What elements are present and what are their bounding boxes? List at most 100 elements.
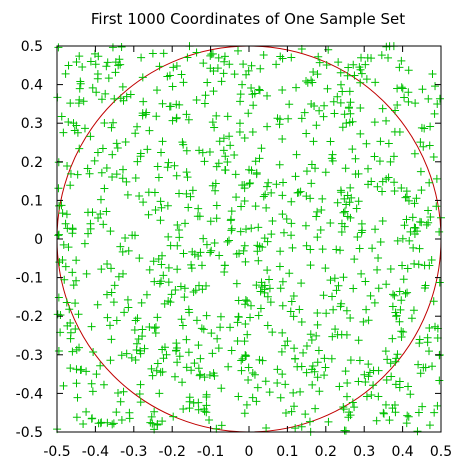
data-point — [357, 228, 366, 237]
data-point — [433, 333, 442, 342]
data-point — [169, 63, 178, 72]
y-tick-label: 0.1 — [21, 193, 43, 209]
data-point — [264, 178, 273, 187]
x-tick-label: 0 — [245, 444, 254, 460]
data-point — [101, 89, 110, 98]
data-point — [240, 181, 249, 190]
x-tick-label: 0.3 — [353, 444, 375, 460]
data-point — [255, 355, 264, 364]
data-point — [82, 407, 91, 416]
data-point — [63, 162, 72, 171]
data-point — [66, 169, 75, 178]
data-point — [308, 380, 317, 389]
data-point — [165, 71, 174, 80]
data-point — [367, 390, 376, 399]
data-point — [402, 187, 411, 196]
data-point — [387, 372, 396, 381]
data-point — [247, 301, 256, 310]
data-point — [435, 278, 444, 287]
data-point — [355, 356, 364, 365]
data-point — [236, 90, 245, 99]
data-point — [147, 364, 156, 373]
data-point — [75, 84, 84, 93]
data-point — [374, 392, 383, 401]
data-point — [346, 109, 355, 118]
data-point — [273, 379, 282, 388]
data-point — [89, 348, 98, 357]
y-tick-label: 0.5 — [21, 39, 43, 55]
data-point — [289, 388, 298, 397]
data-point — [66, 364, 75, 373]
data-point — [319, 291, 328, 300]
data-point — [251, 202, 260, 211]
data-point — [207, 246, 216, 255]
data-point — [195, 371, 204, 380]
data-point — [82, 269, 91, 278]
data-point — [416, 369, 425, 378]
data-point — [164, 232, 173, 241]
data-point — [391, 106, 400, 115]
data-point — [348, 398, 357, 407]
data-point — [233, 337, 242, 346]
data-point — [362, 392, 371, 401]
data-point — [224, 362, 233, 371]
data-point — [112, 170, 121, 179]
data-point — [355, 244, 364, 253]
data-point — [139, 97, 148, 106]
data-point — [340, 194, 349, 203]
data-point — [278, 370, 287, 379]
data-point — [187, 366, 196, 375]
data-point — [206, 217, 215, 226]
data-point — [205, 415, 214, 424]
data-point — [333, 198, 342, 207]
data-point — [157, 203, 166, 212]
data-point — [356, 103, 365, 112]
data-point — [169, 412, 178, 421]
data-point — [302, 241, 311, 250]
data-point — [54, 230, 63, 239]
data-point — [263, 122, 272, 131]
data-point — [136, 380, 145, 389]
data-point — [403, 411, 412, 420]
data-point — [63, 321, 72, 330]
data-point — [150, 324, 159, 333]
data-point — [172, 339, 181, 348]
data-point — [423, 338, 432, 347]
data-point — [319, 112, 328, 121]
data-point — [329, 97, 338, 106]
data-point — [384, 173, 393, 182]
data-point — [172, 100, 181, 109]
data-point — [339, 405, 348, 414]
data-point — [313, 320, 322, 329]
data-point — [83, 164, 92, 173]
data-point — [244, 376, 253, 385]
data-point — [336, 246, 345, 255]
data-point — [235, 119, 244, 128]
data-point — [346, 98, 355, 107]
data-point — [173, 241, 182, 250]
data-point — [345, 198, 354, 207]
data-point — [312, 121, 321, 130]
data-point — [172, 171, 181, 180]
data-point — [346, 356, 355, 365]
data-point — [226, 323, 235, 332]
data-point — [72, 256, 81, 265]
data-point — [53, 310, 62, 319]
data-point — [223, 237, 232, 246]
data-point — [216, 312, 225, 321]
data-point — [210, 238, 219, 247]
data-point — [234, 296, 243, 305]
data-point — [403, 288, 412, 297]
data-point — [182, 335, 191, 344]
data-point — [326, 276, 335, 285]
data-point — [300, 108, 309, 117]
data-point — [103, 313, 112, 322]
data-point — [297, 279, 306, 288]
data-point — [281, 409, 290, 418]
data-point — [310, 367, 319, 376]
data-point — [118, 165, 127, 174]
data-point — [409, 243, 418, 252]
data-point — [241, 257, 250, 266]
data-point — [199, 325, 208, 334]
data-point — [234, 46, 243, 55]
